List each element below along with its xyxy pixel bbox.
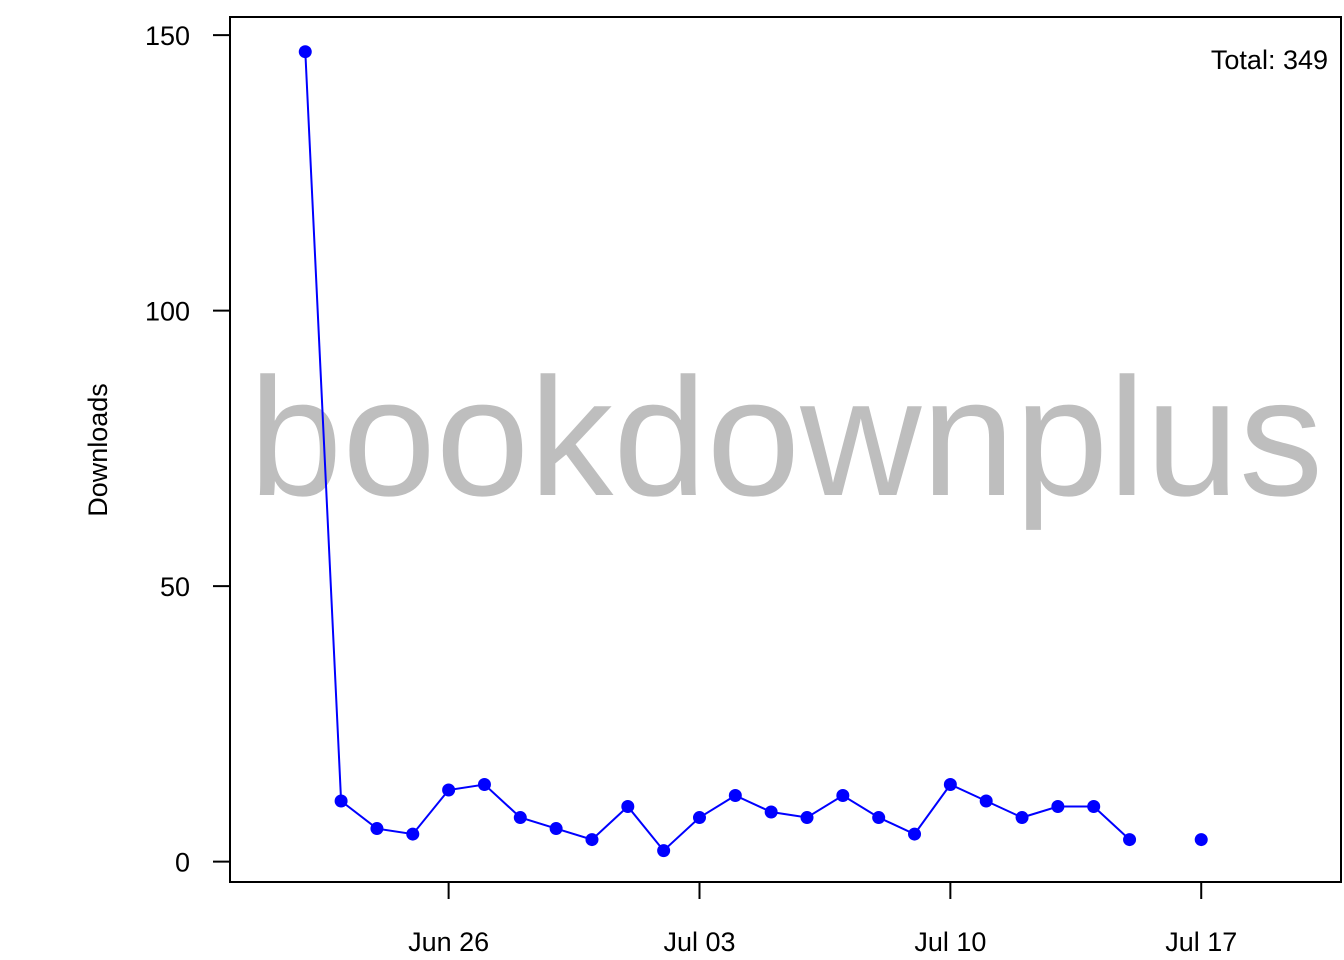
- data-point-10: [657, 844, 671, 858]
- data-point-14: [800, 811, 814, 825]
- data-point-23: [1123, 833, 1137, 847]
- total-annotation: Total: 349: [1211, 45, 1328, 75]
- data-point-8: [585, 833, 599, 847]
- data-point-16: [872, 811, 886, 825]
- data-point-17: [908, 827, 922, 841]
- x-tick-label-2: Jul 10: [914, 927, 986, 957]
- data-point-1: [334, 794, 348, 808]
- y-tick-label-3: 150: [145, 21, 190, 51]
- data-point-9: [621, 800, 635, 814]
- plot-frame: [229, 16, 1342, 883]
- series-downloads: [298, 45, 1208, 858]
- data-point-5: [477, 777, 491, 791]
- data-point-2: [370, 822, 384, 836]
- data-point-12: [728, 789, 742, 802]
- data-point-3: [406, 827, 420, 841]
- y-axis-title: Downloads: [83, 383, 113, 517]
- data-point-4: [442, 783, 456, 797]
- data-point-13: [764, 805, 778, 819]
- data-point-6: [513, 811, 527, 825]
- y-tick-label-1: 50: [160, 572, 190, 602]
- watermark-text: bookdownplus: [249, 343, 1323, 531]
- x-axis: Jun 26 Jul 03 Jul 10 Jul 17: [408, 882, 1237, 957]
- x-tick-label-1: Jul 03: [663, 927, 735, 957]
- x-tick-label-3: Jul 17: [1165, 927, 1237, 957]
- data-point-22: [1087, 800, 1101, 814]
- data-point-19: [979, 794, 993, 808]
- data-point-0: [298, 45, 312, 59]
- data-point-15: [836, 789, 850, 802]
- y-axis: 0 50 100 150: [145, 21, 230, 878]
- series-line-0: [304, 51, 1131, 853]
- data-point-20: [1015, 811, 1029, 825]
- data-point-7: [549, 822, 563, 836]
- data-point-11: [692, 811, 706, 825]
- x-tick-label-0: Jun 26: [408, 927, 489, 957]
- data-point-18: [943, 777, 957, 791]
- y-tick-label-2: 100: [145, 297, 190, 327]
- data-point-25: [1194, 833, 1208, 847]
- y-tick-label-0: 0: [175, 848, 190, 878]
- data-point-21: [1051, 800, 1065, 814]
